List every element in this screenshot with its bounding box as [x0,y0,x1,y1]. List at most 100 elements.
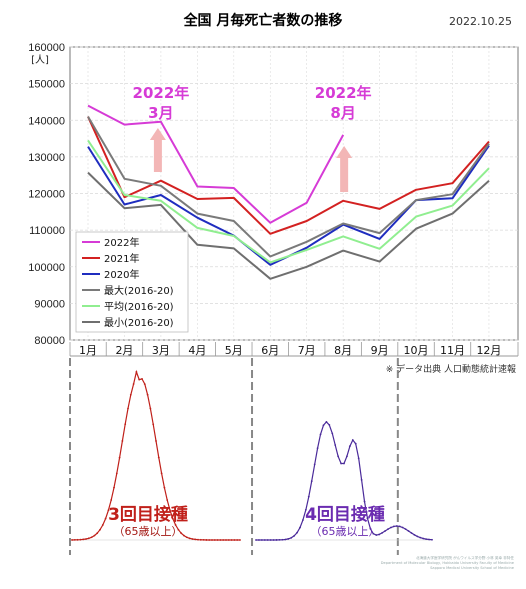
panel-1-point [141,377,143,380]
panel-2-point [428,538,430,541]
panel-2-point [401,526,404,529]
panel-1-point [163,486,166,489]
arrow-up-icon [149,128,166,172]
panel-2-point [343,462,345,465]
y-tick-label: 80000 [34,335,65,347]
chart-title: 全国 月毎死亡者数の推移 [183,13,343,29]
panel-1-point [129,393,132,396]
y-tick-label: 120000 [28,189,65,201]
panel-2-label: 4回目接種 [305,504,385,525]
panel-2-point [258,539,260,541]
panel-2-point [410,532,413,534]
panel-2-point [351,439,354,441]
x-tick-label: 10月 [404,344,429,357]
panel-2-point [354,442,357,445]
panel-1-point [177,528,180,531]
legend-entry: 2020年 [104,268,139,281]
panel-1-point [138,378,141,381]
y-tick-label: 150000 [28,79,65,91]
panel-1-point [191,538,194,540]
panel-2-point [431,538,433,541]
panel-2-point [293,535,296,537]
panel-1-point [222,539,225,541]
panel-2-point [255,539,257,541]
x-tick-label: 9月 [371,344,389,357]
panel-1-point [96,532,99,535]
panel-2-point [325,421,328,423]
credit-line-3: Sapporo Medical University School of Med… [430,566,514,570]
panel-1-point [219,539,222,541]
panel-2-point [366,517,369,520]
panel-2-point [375,534,378,536]
panel-2-point [369,527,372,530]
y-tick-label: 140000 [28,115,65,127]
panel-2-point [398,525,401,528]
panel-1-point [213,539,216,541]
panel-1-point [230,539,233,541]
x-tick-label: 12月 [476,344,501,357]
panel-2-point [337,455,340,458]
panel-1-point [124,423,127,426]
panel-1-point [146,393,149,396]
chart-date: 2022.10.25 [449,15,512,28]
panel-2-point [313,463,316,466]
x-tick-label: 1月 [79,344,97,357]
credit-line-2: Department of Molecular Biology, Hokkaid… [380,561,514,565]
x-tick-label: 3月 [152,344,170,357]
panel-1-point [194,538,197,541]
panel-2-point [416,535,419,538]
annotation-label: 8月 [330,104,355,122]
panel-1-point [82,538,85,541]
panel-2-point [419,536,422,539]
legend-entry: 2021年 [104,252,139,265]
panel-1-point [155,440,157,442]
x-tick-label: 2月 [115,344,133,357]
panel-2-point [378,533,381,536]
panel-2-point [381,532,384,534]
panel-1-point [185,536,188,539]
panel-1-point [208,539,211,541]
x-tick-label: 7月 [298,344,316,357]
panel-1-point [227,539,230,541]
series-line-1 [87,116,490,235]
panel-1-point [135,371,138,373]
panel-1-point [71,539,73,541]
series-line-0 [87,104,345,224]
panel-1-point [236,539,239,541]
panel-2-point [363,500,366,503]
y-tick-label: 160000 [28,42,65,54]
x-tick-label: 5月 [225,344,243,357]
panel-2-point [372,532,375,535]
panel-2-point [281,538,284,541]
panel-1-point [157,456,160,459]
credit-text: 北海道大学医学研究院 がんウイルス学分野 小林 英幸 非特任 Departmen… [284,556,514,571]
panel-2-point [387,528,389,530]
series-line-3 [87,116,490,258]
panel-2-point [334,444,337,446]
panel-2-point [422,537,425,540]
x-tick-label: 4月 [188,344,206,357]
panel-2-point [407,530,410,532]
panel-1-point [197,538,199,541]
legend-entry: 平均(2016-20) [104,301,174,313]
panel-1-point [99,528,101,531]
annotation-label: 2022年 [315,84,372,102]
panel-1-point [127,407,129,410]
panel-1-point [107,509,110,512]
panel-1-point [205,539,208,541]
panel-2-point [360,478,363,481]
annotation-label: 2022年 [133,84,190,102]
panel-2-point [296,531,298,534]
y-tick-label: 130000 [28,152,65,164]
legend-entry: 2022年 [104,236,139,249]
panel-1-point [180,532,183,535]
panel-1-point [188,537,191,540]
panel-1-point [171,517,174,520]
panel-1-point [160,472,163,475]
panel-2-point [307,495,310,498]
credit-line-1: 北海道大学医学研究院 がんウイルス学分野 小林 英幸 非特任 [415,556,514,560]
y-tick-label: 90000 [34,298,65,310]
source-note: ※ データ出典 人口動態統計速報 [385,365,516,375]
panel-2-sublabel: （65歳以上） [311,525,380,538]
